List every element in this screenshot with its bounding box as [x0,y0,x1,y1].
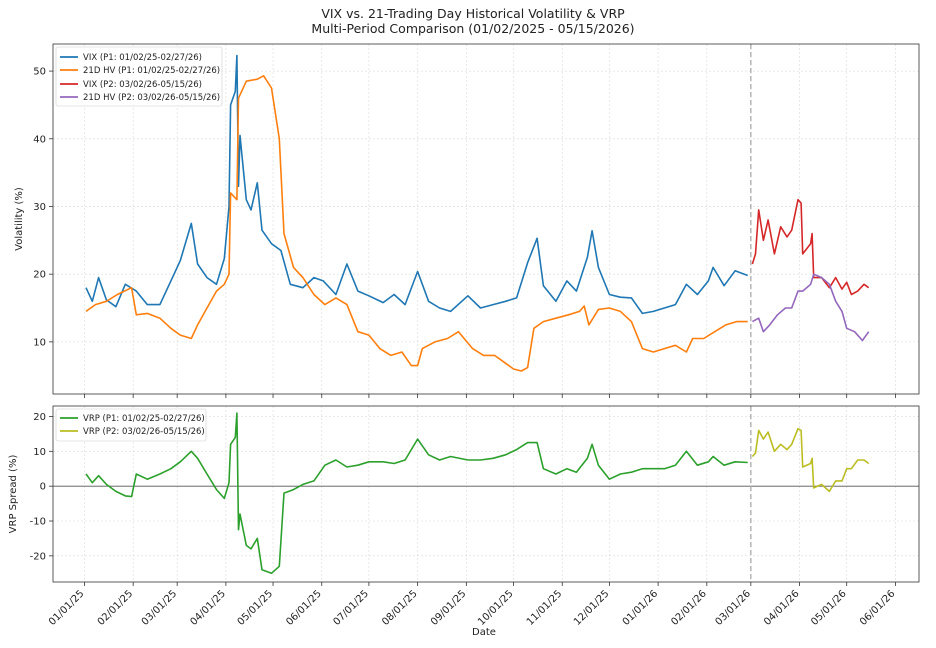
x-tick-label: 03/01/25 [140,588,180,628]
legend-label-hv-p2: 21D HV (P2: 03/02/26-05/15/26) [83,93,220,103]
volatility-series-lines [85,54,870,372]
x-tick-label: 01/01/26 [621,588,661,628]
x-tick-label: 03/01/26 [713,588,753,628]
x-tick-label: 05/01/25 [236,588,276,628]
vrp-axes-frame [52,405,920,583]
x-tick-label: 10/01/25 [476,588,516,628]
x-tick-label: 04/01/25 [188,588,228,628]
x-tick-label: 06/01/25 [284,588,324,628]
y-tick-label: 20 [33,270,46,281]
x-tick-label: 01/01/25 [47,588,87,628]
vrp-panel: -20 -10 0 10 20 VRP Spread (%) VRP (P1: 01/0… [8,405,920,586]
x-tick-labels: 01/01/25 02/01/25 03/01/25 04/01/25 05/01/25… [47,588,898,628]
series-line-1-1 [751,427,870,493]
vrp-series-lines [85,412,870,575]
volatility-panel: 10 20 30 40 50 Volatility (%) VIX (P1: 01/02… [14,43,920,398]
series-line-0-1 [85,75,748,372]
legend-label-vrp-p1: VRP (P1: 01/02/25-02/27/26) [83,414,205,424]
x-axis-label: Date [472,627,496,638]
x-tick-label: 11/01/25 [525,588,565,628]
y-tick-label: -10 [30,517,46,528]
x-tick-label: 05/01/26 [809,588,849,628]
volatility-y-axis-label: Volatility (%) [14,187,25,251]
y-tick-label: -20 [30,551,46,562]
x-tick-label: 06/01/26 [858,588,898,628]
y-tick-label: 30 [33,202,46,213]
x-tick-label: 04/01/26 [762,588,802,628]
y-tick-label: 0 [40,482,46,493]
volatility-y-ticks: 10 20 30 40 50 [33,67,53,348]
x-tick-label: 02/01/26 [669,588,709,628]
vrp-x-ticks [84,582,896,586]
volatility-legend-box [55,46,223,107]
x-tick-label: 09/01/25 [429,588,469,628]
chart-title: VIX vs. 21-Trading Day Historical Volati… [321,6,625,21]
series-line-0-3 [752,273,870,342]
legend-label-vix-p1: VIX (P1: 01/02/25-02/27/26) [83,53,202,63]
x-tick-label: 02/01/25 [96,588,136,628]
legend-label-vrp-p2: VRP (P2: 03/02/26-05/15/26) [83,427,205,437]
volatility-legend: VIX (P1: 01/02/25-02/27/26) 21D HV (P1: … [55,46,223,107]
y-tick-label: 10 [33,447,46,458]
series-line-0-0 [85,54,748,315]
volatility-axes-frame [52,43,920,395]
vrp-y-axis-label: VRP Spread (%) [8,455,19,534]
x-tick-label: 12/01/25 [572,588,612,628]
series-line-1-0 [85,412,748,575]
y-tick-label: 20 [33,412,46,423]
vrp-y-ticks: -20 -10 0 10 20 [30,412,53,562]
vrp-legend: VRP (P1: 01/02/25-02/27/26) VRP (P2: 03/… [55,408,207,442]
vrp-legend-box [55,408,207,442]
chart-subtitle: Multi-Period Comparison (01/02/2025 - 05… [311,21,634,36]
y-tick-label: 50 [33,67,46,78]
x-tick-label: 07/01/25 [331,588,371,628]
x-tick-label: 08/01/25 [380,588,420,628]
legend-label-hv-p1: 21D HV (P1: 01/02/25-02/27/26) [83,66,220,76]
y-tick-label: 40 [33,134,46,145]
y-tick-label: 10 [33,337,46,348]
legend-label-vix-p2: VIX (P2: 03/02/26-05/15/26) [83,80,202,90]
series-line-0-2 [751,198,870,296]
volatility-x-ticks [84,394,896,398]
